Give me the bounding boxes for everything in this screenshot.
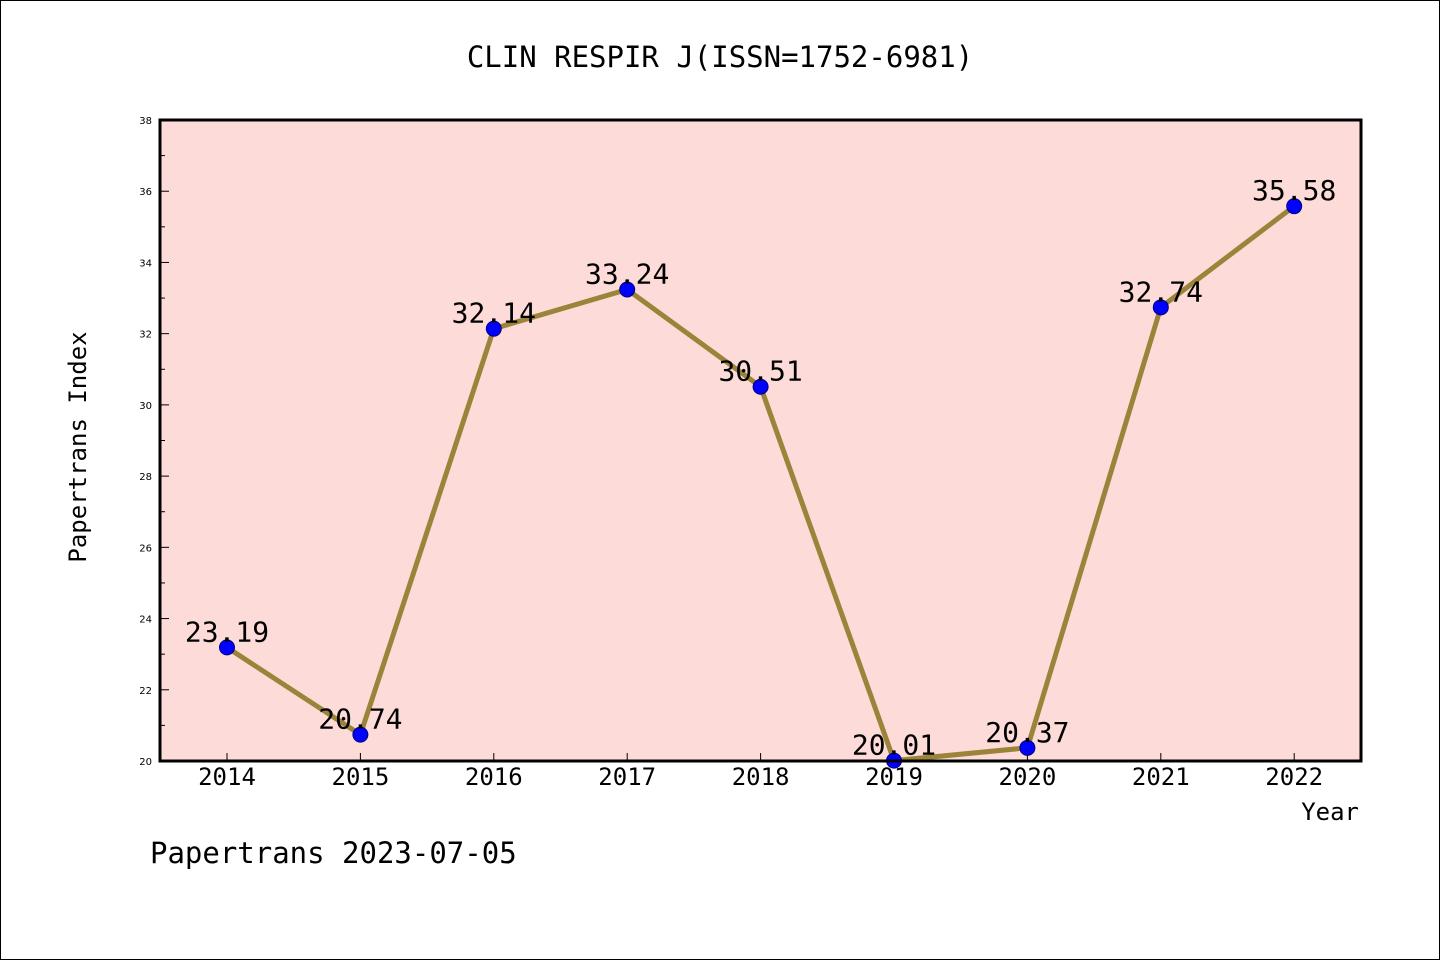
x-tick-label: 2017 [598, 763, 656, 791]
y-tick-label: 30 [139, 401, 152, 412]
y-tick-label: 28 [139, 472, 152, 483]
y-tick-label: 24 [139, 615, 152, 626]
data-point [752, 378, 769, 395]
plot-border [158, 118, 1363, 763]
chart-title: CLIN RESPIR J(ISSN=1752-6981) [467, 40, 973, 74]
data-point [219, 639, 235, 656]
data-label: 20.74 [318, 703, 402, 736]
y-axis-label: Papertrans Index [64, 331, 92, 562]
x-tick-label: 2021 [1132, 763, 1190, 791]
data-point [1152, 299, 1169, 316]
plot-area [160, 120, 1361, 761]
y-tick-label: 22 [139, 686, 152, 697]
y-tick-label: 38 [139, 116, 152, 127]
data-label: 20.01 [852, 729, 936, 762]
x-tick-label: 2018 [732, 763, 790, 791]
data-point [485, 320, 502, 337]
x-tick-label: 2015 [332, 763, 390, 791]
x-tick-label: 2014 [198, 763, 256, 791]
data-label: 33.24 [585, 258, 669, 291]
data-label: 32.74 [1119, 275, 1203, 308]
series-markers [219, 198, 1303, 769]
data-label: 23.19 [185, 615, 269, 648]
x-tick-label: 2016 [465, 763, 523, 791]
data-label: 32.14 [452, 297, 536, 330]
y-tick-label: 32 [139, 330, 152, 341]
y-tick-label: 20 [139, 757, 152, 768]
data-label: 35.58 [1252, 174, 1336, 207]
data-point [619, 281, 636, 298]
data-point [352, 726, 369, 743]
data-labels: 23.19 20.74 32.14 33.24 30.51 20.01 20.37 32.74… [185, 174, 1336, 761]
x-tick-label: 2020 [999, 763, 1057, 791]
data-point [1286, 198, 1303, 215]
y-tick-label: 36 [139, 187, 152, 198]
data-point [1019, 739, 1036, 756]
x-tick-label: 2022 [1265, 763, 1323, 791]
x-axis-label: Year [1301, 798, 1359, 826]
x-axis: 2014 2015 2016 2017 2018 2019 2020 2021 2022 [198, 753, 1323, 791]
data-label: 30.51 [718, 355, 802, 388]
y-tick-label: 26 [139, 543, 152, 554]
footer-credit: Papertrans 2023-07-05 [150, 836, 517, 870]
y-tick-label: 34 [139, 258, 152, 269]
data-label: 20.37 [985, 716, 1069, 749]
